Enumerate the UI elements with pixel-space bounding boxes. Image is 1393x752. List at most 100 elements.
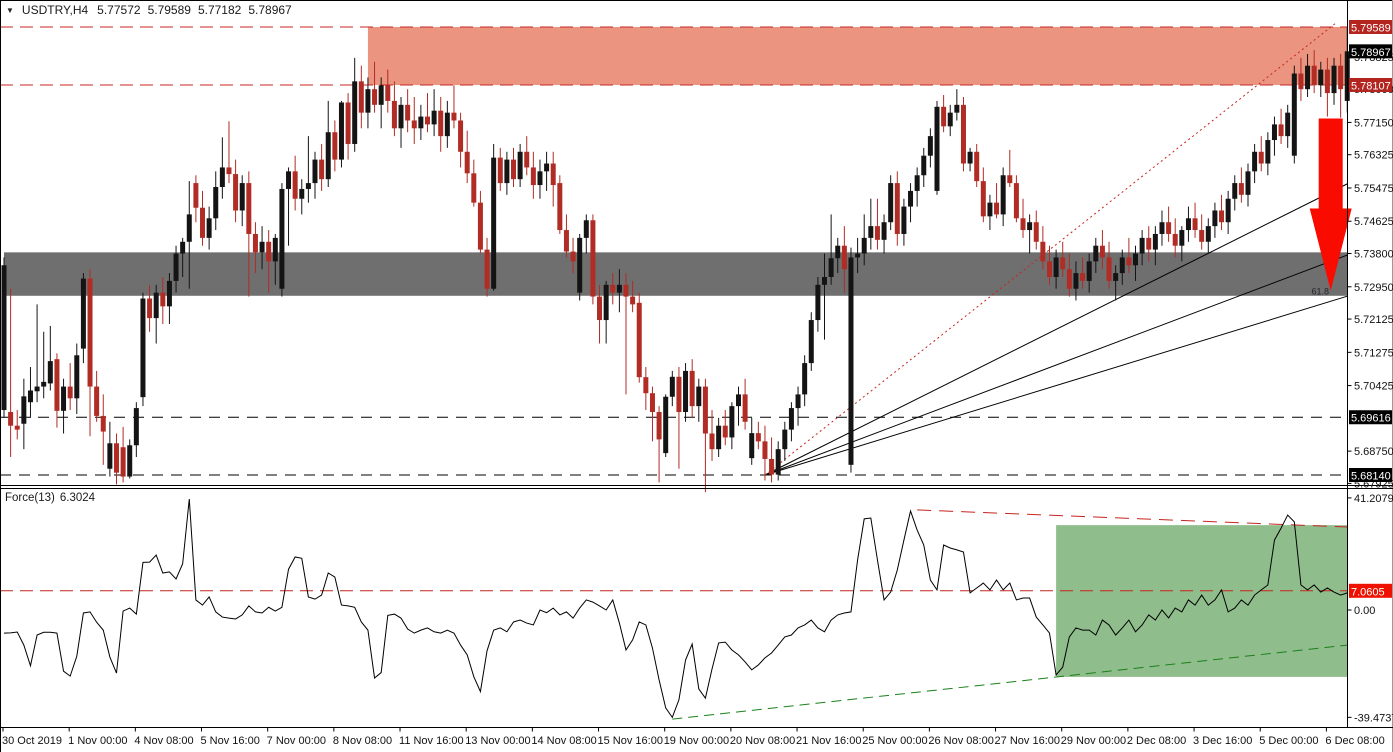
time-tick-label: 5 Nov 16:00 bbox=[201, 735, 260, 747]
candle-body bbox=[1020, 218, 1026, 231]
candle-body bbox=[477, 202, 483, 250]
candle-body bbox=[702, 386, 708, 434]
price-badge bbox=[1349, 44, 1392, 59]
candle-body bbox=[61, 386, 67, 411]
candle-body bbox=[1265, 140, 1271, 164]
trend-ray-dotted bbox=[764, 21, 1338, 476]
candle-body bbox=[577, 237, 583, 293]
quote-close: 5.78967 bbox=[248, 3, 292, 17]
time-tick-label: 14 Nov 08:00 bbox=[531, 735, 596, 747]
candle-body bbox=[405, 104, 411, 121]
price-tick-label: 5.70425 bbox=[1354, 381, 1393, 393]
candle-body bbox=[286, 171, 292, 189]
candle-body bbox=[186, 214, 192, 242]
candle-body bbox=[491, 157, 497, 289]
candle-body bbox=[213, 187, 219, 219]
price-badge-text: 5.79589 bbox=[1351, 23, 1391, 35]
candle-body bbox=[530, 167, 536, 186]
time-tick-label: 4 Nov 08:00 bbox=[134, 735, 193, 747]
resistance-zone bbox=[367, 27, 1348, 85]
candle-body bbox=[279, 188, 285, 289]
candle-body bbox=[729, 406, 735, 438]
indicator-value: 6.3024 bbox=[59, 492, 96, 504]
candle-body bbox=[1099, 245, 1105, 258]
candle-body bbox=[1053, 257, 1059, 278]
candle-body bbox=[319, 159, 325, 180]
candle-body bbox=[669, 376, 675, 397]
candle-body bbox=[709, 433, 715, 450]
candle-body bbox=[1185, 218, 1191, 231]
candle-body bbox=[927, 136, 933, 156]
candle-body bbox=[252, 233, 258, 253]
time-tick-label: 1 Nov 00:00 bbox=[68, 735, 127, 747]
candle-body bbox=[795, 394, 801, 409]
candle-body bbox=[424, 116, 430, 125]
candle-body bbox=[696, 386, 702, 407]
price-tick-label: 5.68750 bbox=[1354, 446, 1393, 458]
candle-body bbox=[100, 415, 106, 432]
candle-body bbox=[259, 241, 265, 253]
time-tick-label: 25 Nov 00:00 bbox=[862, 735, 927, 747]
candle-body bbox=[160, 292, 166, 307]
candle-body bbox=[147, 298, 153, 319]
candle-body bbox=[113, 443, 119, 473]
candle-body bbox=[1000, 175, 1006, 215]
candle-body bbox=[1093, 245, 1099, 262]
candle-body bbox=[1205, 226, 1211, 242]
candle-body bbox=[438, 110, 444, 137]
candle-body bbox=[166, 280, 172, 307]
candle-body bbox=[239, 183, 245, 211]
force-trendline bbox=[672, 644, 1348, 720]
candle-body bbox=[828, 258, 834, 278]
candle-body bbox=[1271, 124, 1277, 141]
candle-body bbox=[1192, 218, 1198, 231]
candle-body bbox=[908, 190, 914, 207]
candle-body bbox=[623, 284, 629, 297]
candle-body bbox=[537, 171, 543, 186]
price-tick-label: 5.72125 bbox=[1354, 314, 1393, 326]
candle-body bbox=[808, 320, 814, 364]
candle-body bbox=[94, 386, 100, 416]
candle-body bbox=[1305, 65, 1311, 90]
candle-body bbox=[21, 396, 27, 424]
price-badge-text: 5.78107 bbox=[1351, 80, 1391, 92]
price-badge-text: 5.69616 bbox=[1351, 413, 1391, 425]
candle-body bbox=[180, 241, 186, 254]
candle-body bbox=[954, 104, 960, 113]
candle-body bbox=[1113, 273, 1119, 281]
force-badge bbox=[1349, 583, 1392, 598]
candle-body bbox=[464, 151, 470, 174]
candle-body bbox=[663, 396, 669, 454]
candle-body bbox=[54, 359, 60, 411]
candle-body bbox=[87, 278, 93, 387]
indicator-header: Force(13) 6.3024 bbox=[5, 492, 95, 504]
candle-body bbox=[1252, 151, 1258, 172]
candle-body bbox=[888, 183, 894, 223]
candle-body bbox=[1027, 222, 1033, 231]
candle-body bbox=[550, 163, 556, 186]
candle-body bbox=[140, 298, 146, 398]
candle-body bbox=[603, 284, 609, 321]
candle-body bbox=[1179, 230, 1185, 246]
candle-body bbox=[597, 296, 603, 321]
candle-body bbox=[755, 433, 761, 442]
candle-body bbox=[233, 174, 239, 211]
candle-body bbox=[1172, 233, 1178, 246]
candle-body bbox=[504, 159, 510, 184]
candle-body bbox=[358, 81, 364, 113]
candle-body bbox=[570, 251, 576, 262]
candle-body bbox=[107, 443, 113, 469]
candle-body bbox=[735, 394, 741, 407]
time-tick-label: 21 Nov 16:00 bbox=[796, 735, 861, 747]
time-tick-label: 19 Nov 00:00 bbox=[664, 735, 729, 747]
candle-body bbox=[1159, 222, 1165, 234]
candle-body bbox=[1278, 124, 1284, 137]
candle-body bbox=[153, 292, 159, 319]
time-tick-label: 29 Nov 00:00 bbox=[1061, 735, 1126, 747]
candle-body bbox=[643, 377, 649, 394]
candle-body bbox=[994, 202, 1000, 215]
candle-body bbox=[14, 425, 20, 430]
price-tick-label: 5.73800 bbox=[1354, 249, 1393, 261]
price-tick-label: 5.75475 bbox=[1354, 183, 1393, 195]
